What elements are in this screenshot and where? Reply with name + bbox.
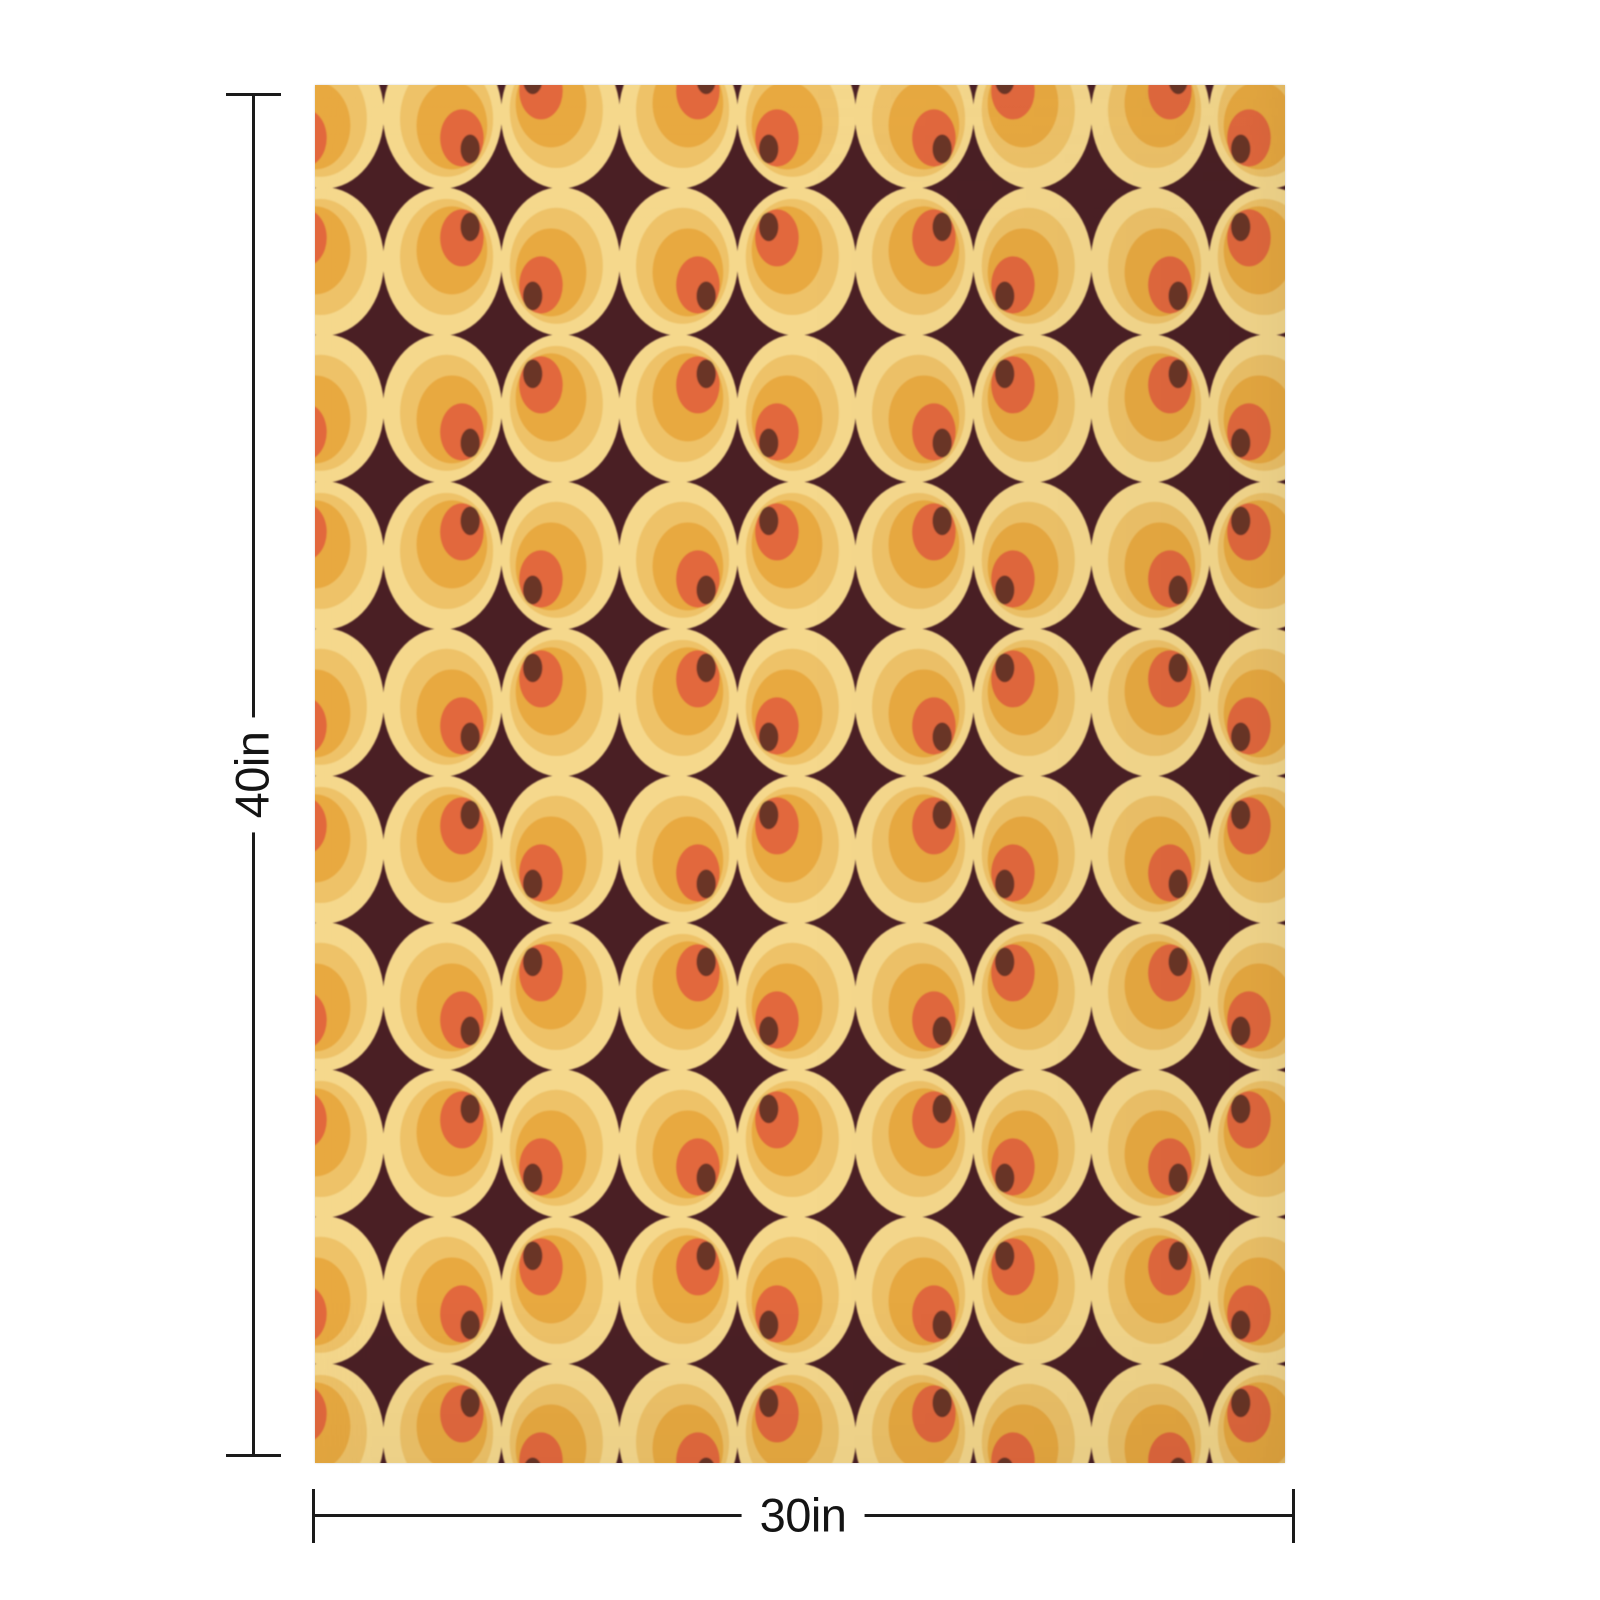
product-fabric-panel[interactable] <box>315 85 1285 1463</box>
height-dimension-cap-bottom <box>226 1454 281 1457</box>
height-dimension-cap-top <box>226 93 281 96</box>
width-dimension-cap-left <box>312 1489 315 1543</box>
retro-oval-pattern <box>315 85 1285 1463</box>
width-dimension-label: 30in <box>741 1487 865 1543</box>
width-dimension-cap-right <box>1292 1489 1295 1543</box>
height-dimension-label: 40in <box>222 717 282 833</box>
